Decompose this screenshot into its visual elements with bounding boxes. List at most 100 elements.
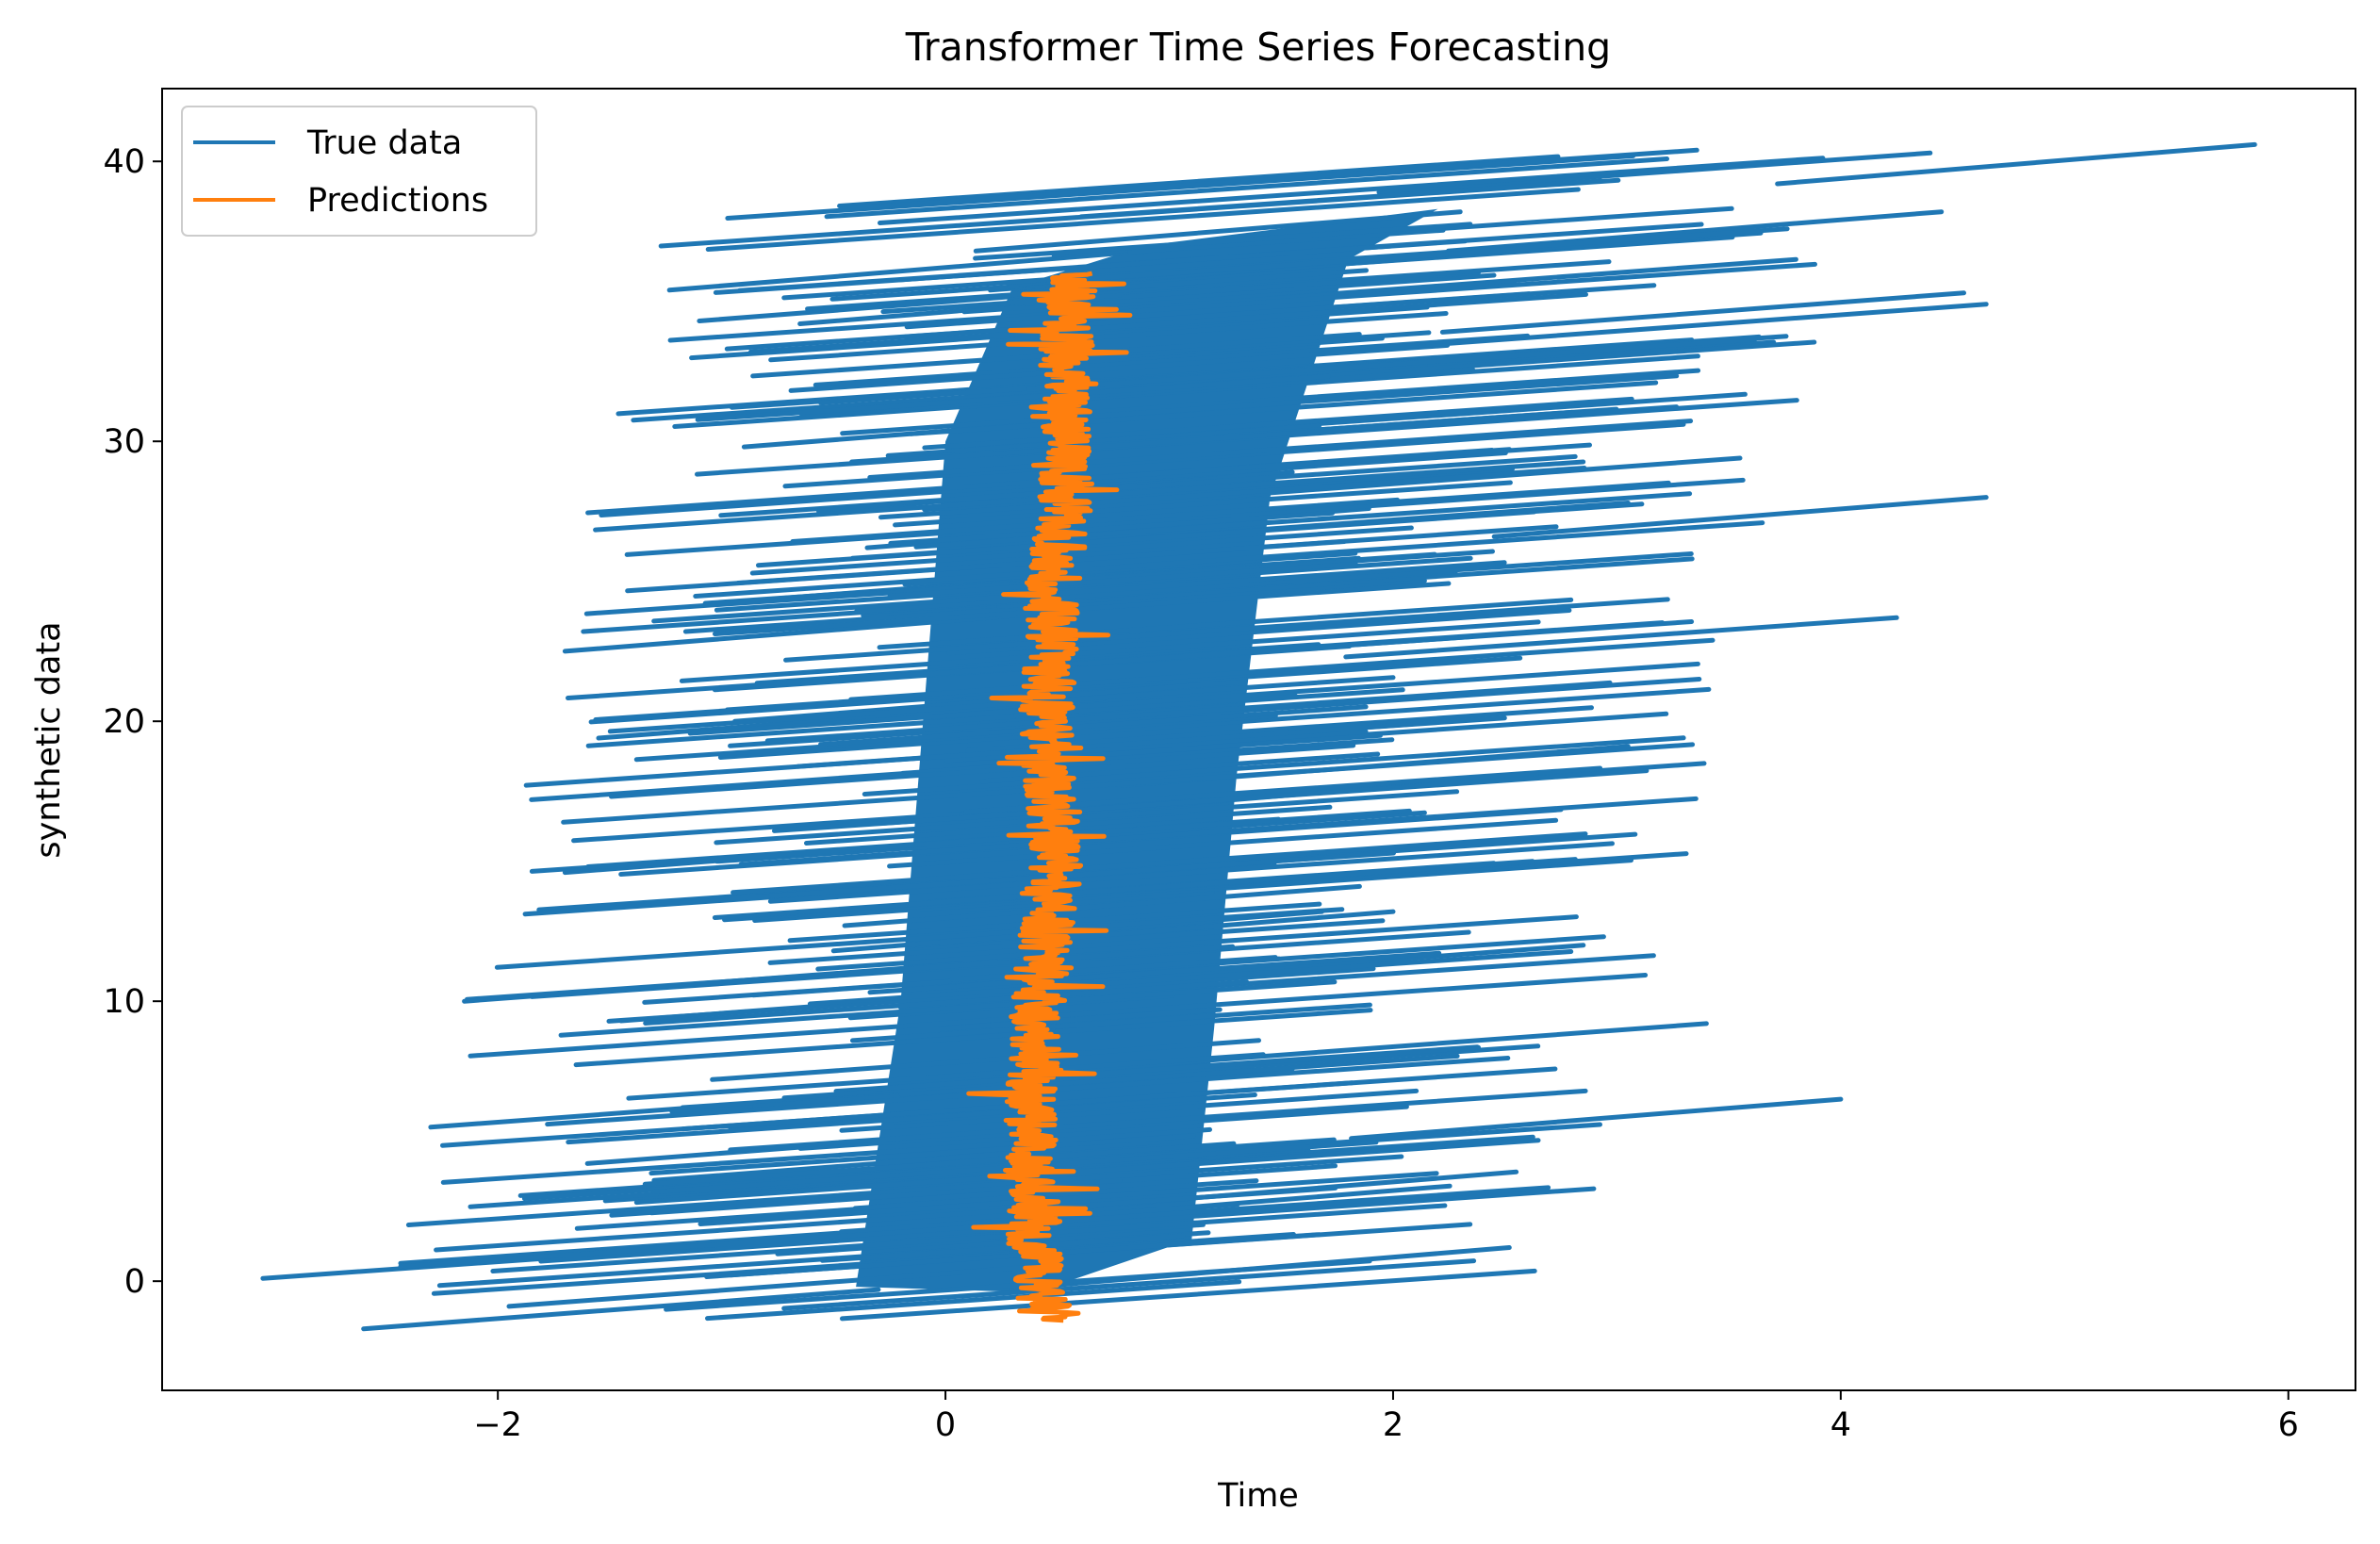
true-data-fill-segment-8	[602, 1134, 1535, 1204]
y-tick-label-2: 20	[103, 703, 145, 741]
true-data-fill-segment-199	[687, 661, 1700, 736]
true-data-fill-segment-103	[839, 1088, 1420, 1133]
true-data-fill-segment-133	[878, 471, 1504, 520]
true-data-fill-segment-197	[840, 373, 1680, 436]
true-data-fill-segment-201	[1121, 276, 1385, 300]
y-tick-label-4: 40	[103, 143, 145, 181]
true-data-segment-35	[1491, 495, 1989, 539]
true-data-fill-segment-104	[705, 1279, 1242, 1322]
true-data-fill-segment-9	[405, 1154, 1404, 1227]
true-data-fill-segment-175	[730, 831, 1588, 895]
true-data-fill-segment-170	[1046, 245, 1538, 285]
true-data-segment-20	[651, 1139, 1172, 1183]
true-data-fill-segment-21	[900, 737, 1395, 776]
true-data-fill-segment-53	[950, 890, 1215, 912]
chart-title: Transformer Time Series Forecasting	[905, 25, 1611, 70]
true-data-fill-segment-206	[800, 634, 1473, 685]
true-data-fill-segment-188	[695, 404, 1680, 477]
true-data-segment-44	[1056, 943, 1586, 987]
true-data-fill-segment-13	[631, 363, 1428, 423]
true-data-fill-segment-198	[490, 1203, 1448, 1273]
true-data-fill-segment-202	[756, 509, 1537, 568]
true-data-fill-segment-58	[781, 1258, 1477, 1311]
x-tick-label-4: 6	[2278, 1406, 2299, 1444]
true-data-fill-segment-120	[820, 1233, 1186, 1263]
true-data-fill-segment-149	[440, 1066, 1558, 1148]
x-axis-label: Time	[1217, 1477, 1299, 1515]
true-data-fill-segment-85	[893, 480, 1513, 528]
true-data-fill-segment-203	[642, 1141, 1237, 1187]
predictions-series	[966, 271, 1133, 1323]
true-data-fill-segment-179	[775, 1222, 1206, 1257]
true-data-fill-segment-47	[837, 154, 1561, 208]
x-tick-label-2: 2	[1383, 1406, 1403, 1444]
true-data-fill-segment-52	[566, 1092, 1257, 1145]
y-axis-ticks: 0 10 20 30 40	[103, 143, 162, 1301]
true-data-fill-segment-169	[872, 1044, 1481, 1092]
legend-true-data-label: True data	[306, 124, 462, 162]
true-data-fill-segment-204	[593, 459, 1586, 533]
true-data-fill-segment-172	[705, 187, 1581, 252]
x-tick-label-3: 4	[1830, 1406, 1851, 1444]
true-data-fill-segment-82	[804, 804, 1333, 846]
true-data-fill-segment-132	[718, 453, 1578, 518]
true-data-fill-segment-185	[693, 520, 1765, 599]
true-data-fill-segment-94	[867, 950, 1442, 995]
true-data-fill-segment-117	[494, 907, 1345, 970]
true-data-fill-segment-98	[815, 914, 1579, 972]
true-data-fill-segment-155	[735, 524, 1559, 585]
true-data-fill-segment-211	[434, 1185, 1338, 1253]
true-data-segment-26	[666, 248, 1150, 293]
true-data-fill-segment-77	[939, 1007, 1223, 1031]
true-data-segment-31	[1349, 1096, 1844, 1142]
true-data-fill-segment-212	[738, 796, 1699, 867]
true-data-fill-segment-91	[573, 1008, 1373, 1068]
true-data-fill-segment-88	[922, 396, 1634, 451]
true-data-fill-segment-159	[748, 291, 1588, 354]
true-data-fill-segment-72	[862, 735, 1686, 797]
true-data-fill-segment-178	[704, 1232, 1322, 1279]
true-data-segment-6	[562, 609, 1061, 654]
true-data-fill-segment-73	[728, 1088, 1588, 1153]
true-data-fill-segment-76	[997, 391, 1748, 449]
legend-frame	[181, 106, 537, 237]
y-axis-label: synthetic data	[30, 621, 68, 858]
true-data-fill-segment-115	[561, 742, 1696, 825]
true-data-fill-segment-44	[840, 1268, 1537, 1322]
true-data-fill-segment-123	[1127, 227, 1446, 255]
true-data-fill-segment-164	[904, 261, 1817, 330]
true-data-fill-segment-38	[713, 581, 1452, 636]
true-data-fill-segment-162	[558, 979, 1338, 1038]
true-data-series	[260, 141, 2257, 1332]
true-data-fill-segment-68	[799, 367, 1475, 419]
true-data-fill-segment-215	[887, 561, 1358, 599]
true-data-fill-segment-105	[714, 789, 1460, 846]
true-data-fill-segment-24	[964, 477, 1746, 536]
true-data-segment-37	[1447, 302, 1989, 346]
predictions-line	[966, 271, 1133, 1323]
true-data-fill-segment-158	[973, 222, 1473, 261]
true-data-fill-segment-1	[517, 1137, 1337, 1198]
true-data-fill-segment-195	[790, 497, 1400, 544]
true-data-fill-segment-121	[664, 1258, 1372, 1312]
true-data-fill-segment-194	[824, 156, 1669, 220]
true-data-fill-segment-80	[1078, 178, 1603, 220]
true-data-fill-segment-26	[902, 550, 1358, 587]
true-data-fill-segment-14	[877, 597, 1574, 650]
true-data-fill-segment-29	[850, 1002, 1372, 1043]
true-data-fill-segment-69	[922, 472, 1431, 513]
true-data-fill-segment-46	[797, 1104, 1409, 1151]
true-data-fill-segment-192	[440, 1126, 1212, 1185]
true-data-segment-2	[506, 1264, 1032, 1309]
true-data-fill-segment-45	[609, 743, 1356, 799]
true-data-fill-segment-184	[807, 949, 1574, 1007]
true-data-fill-segment-139	[643, 979, 1250, 1026]
true-data-fill-segment-205	[529, 808, 1412, 874]
true-data-fill-segment-207	[909, 380, 1659, 436]
true-data-segment-1	[361, 1287, 881, 1332]
true-data-fill-segment-151	[626, 1052, 1266, 1101]
true-data-fill-segment-209	[767, 841, 1615, 904]
true-data-fill-segment-63	[898, 1053, 1460, 1097]
true-data-segment-34	[1343, 615, 1899, 660]
